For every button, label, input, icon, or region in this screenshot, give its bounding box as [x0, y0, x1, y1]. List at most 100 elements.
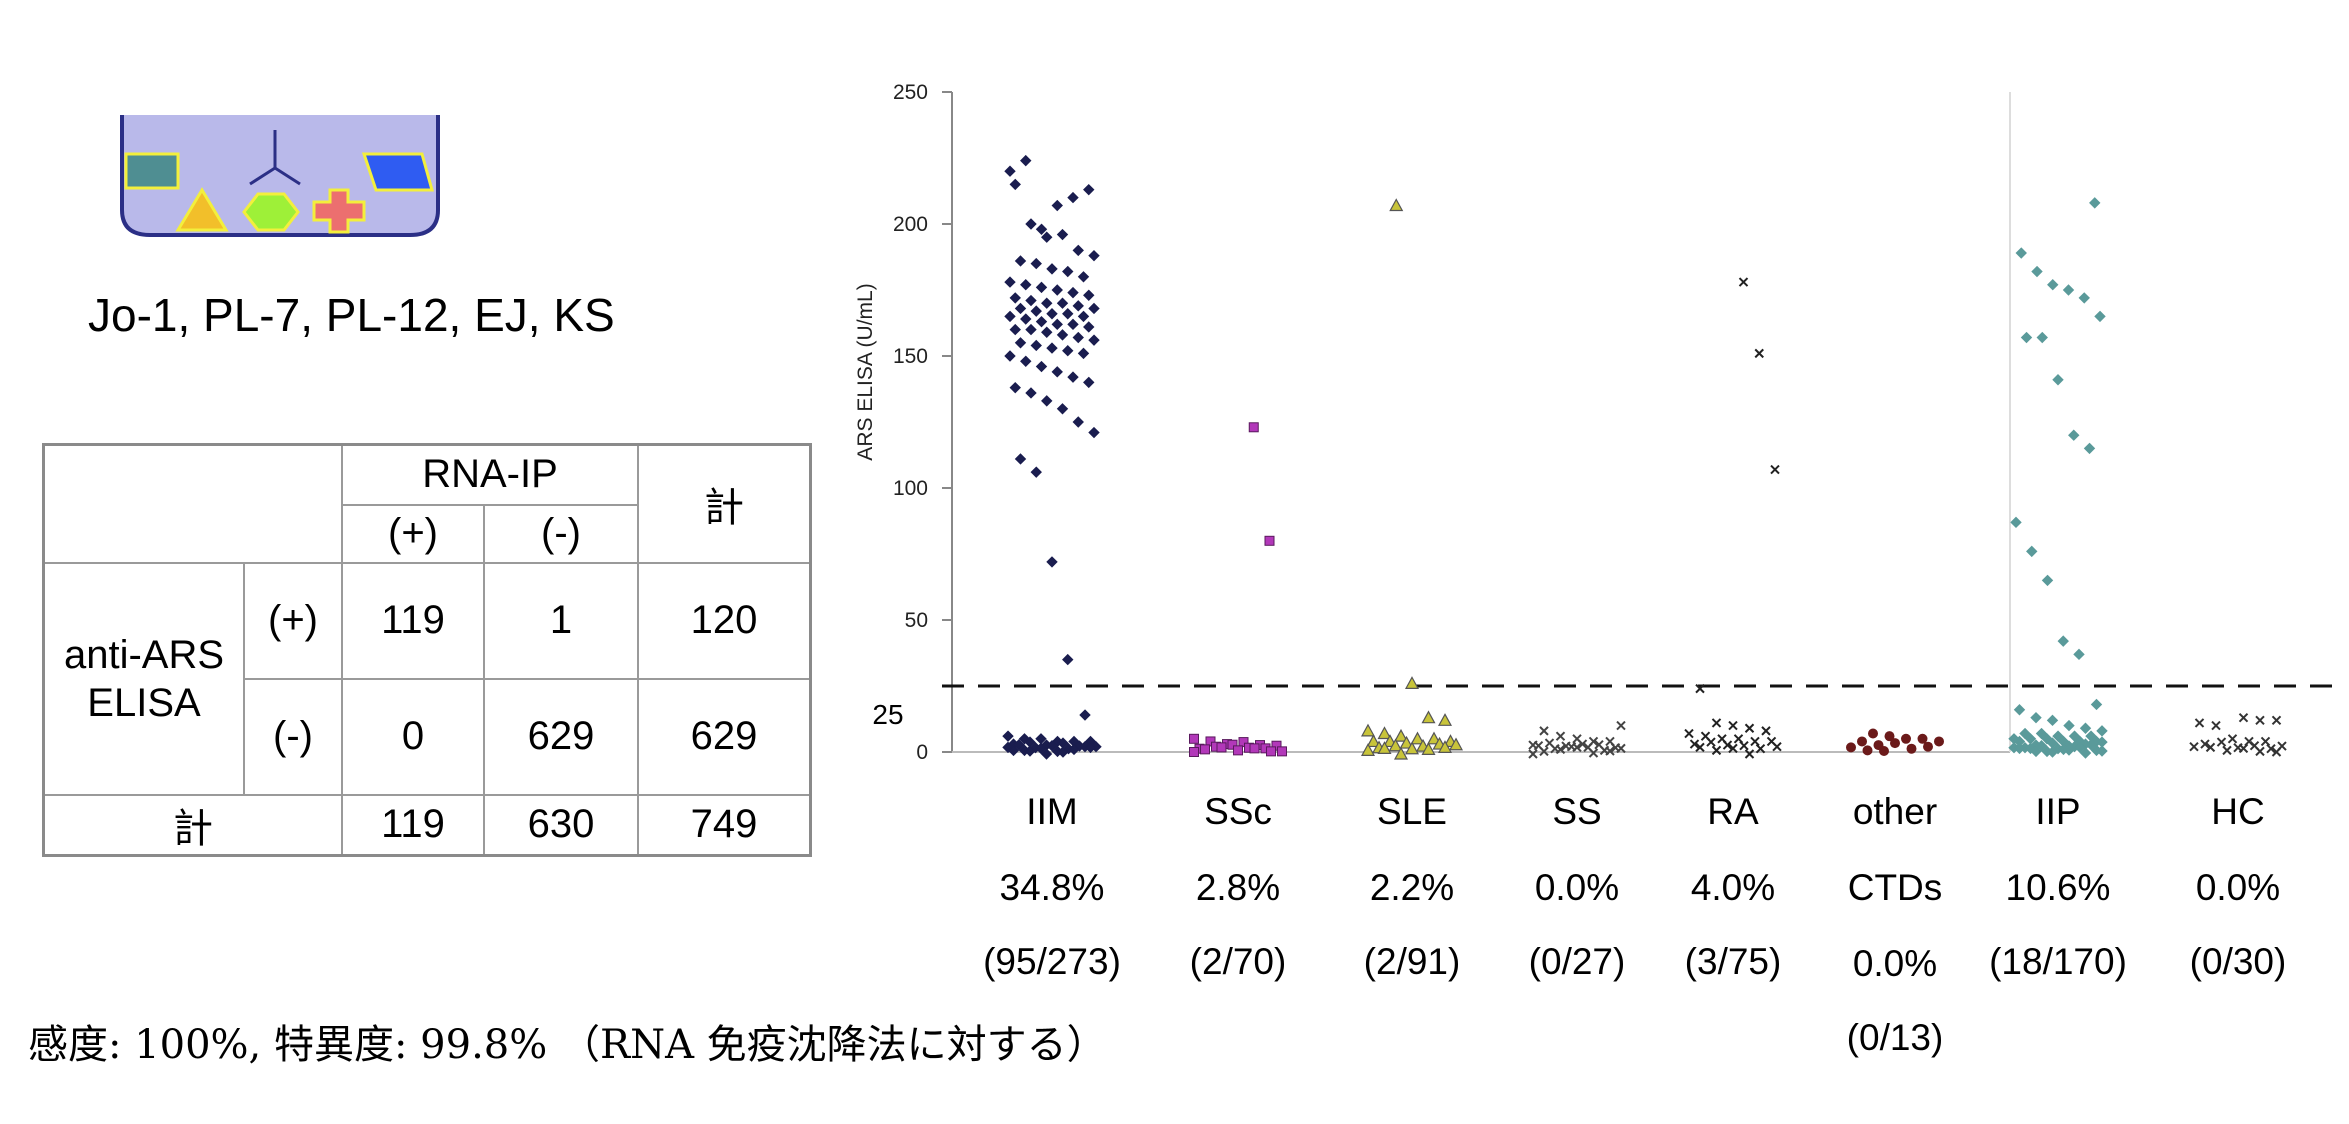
- data-point: [2079, 722, 2092, 734]
- chart-axes: 0 50 100 150 200 250 ARS ELISA (U/mL): [854, 81, 2011, 764]
- category-label: IIP: [2035, 791, 2080, 832]
- data-point: [1266, 746, 1276, 757]
- data-point: [1884, 731, 1895, 742]
- data-point: [1088, 302, 1100, 315]
- category-label: IIM: [1026, 791, 1077, 832]
- data-point: [1030, 466, 1042, 478]
- data-point: [2062, 284, 2075, 296]
- data-point: [1271, 740, 1282, 751]
- data-point: [1083, 289, 1095, 301]
- data-point: [1755, 744, 1766, 754]
- data-point: [1233, 745, 1243, 756]
- data-point: [2030, 711, 2042, 724]
- data-point: [1084, 741, 1097, 754]
- data-point: [1238, 737, 1249, 748]
- data-point: [1067, 191, 1079, 204]
- data-point: [1062, 265, 1074, 278]
- data-point: [1890, 738, 1900, 749]
- table-cell: 120: [637, 561, 812, 680]
- data-point: [1035, 360, 1048, 373]
- data-point: [1062, 308, 1074, 320]
- data-point: [1020, 279, 1032, 291]
- data-point: [1393, 728, 1409, 742]
- data-point: [1205, 736, 1216, 747]
- data-point: [1421, 710, 1436, 724]
- data-point: [1083, 321, 1095, 333]
- data-point: [1772, 742, 1782, 752]
- data-point: [1051, 284, 1063, 296]
- data-point: [1046, 342, 1058, 354]
- data-point: [1733, 734, 1744, 744]
- data-point: [1035, 742, 1047, 755]
- data-point: [2035, 727, 2048, 740]
- positivity-label: 0.0%: [1535, 867, 1619, 908]
- data-point: [1901, 733, 1911, 744]
- data-point: [1366, 734, 1381, 748]
- table-cell: 630: [483, 793, 639, 856]
- y-tick-label: 150: [893, 345, 928, 368]
- data-point: [1020, 313, 1032, 325]
- data-point: [1062, 345, 1074, 357]
- data-point: [2227, 734, 2238, 744]
- data-point: [1004, 165, 1016, 177]
- data-point: [1025, 294, 1037, 307]
- data-point: [1002, 730, 1014, 742]
- table-row-group-line1: anti-ARS: [63, 632, 225, 677]
- data-point: [1868, 728, 1878, 739]
- positivity-label: 2.8%: [1196, 867, 1280, 908]
- cutoff-line-group: 25: [872, 684, 2345, 730]
- data-point: [2041, 574, 2054, 587]
- data-point: [1035, 315, 1048, 328]
- data-point: [2035, 740, 2048, 752]
- data-point: [1426, 731, 1442, 745]
- category-label: SLE: [1377, 791, 1447, 832]
- data-point: [2200, 739, 2210, 749]
- table-row-group-line2: ELISA: [87, 680, 201, 725]
- data-point: [1014, 453, 1027, 465]
- data-point: [2079, 747, 2092, 759]
- antigen-plate-diagram: [120, 115, 440, 237]
- data-point: [2255, 715, 2265, 726]
- table-row-group: anti-ARS ELISA: [42, 561, 245, 796]
- data-point: [1077, 310, 1090, 323]
- data-point: [1711, 745, 1722, 756]
- data-point: [1009, 178, 1021, 191]
- data-point: [1004, 350, 1016, 362]
- data-point: [1025, 387, 1037, 399]
- data-point: [1917, 733, 1928, 744]
- count-label: (0/30): [2190, 941, 2287, 982]
- data-point: [1588, 748, 1599, 758]
- data-point: [1014, 302, 1027, 315]
- data-point: [2096, 725, 2108, 737]
- data-point: [1041, 395, 1053, 407]
- data-point: [2046, 746, 2059, 758]
- data-point: [1072, 331, 1084, 344]
- count-label: (2/70): [1190, 941, 1287, 982]
- data-point: [1577, 739, 1588, 749]
- data-point: [2030, 745, 2042, 758]
- data-point: [1013, 739, 1025, 751]
- positivity-label: 0.0%: [1853, 943, 1937, 984]
- data-point: [1077, 271, 1090, 283]
- data-point: [1025, 218, 1037, 230]
- data-point: [2238, 743, 2249, 754]
- data-point: [1770, 464, 1780, 475]
- data-point: [1083, 376, 1095, 389]
- data-point: [1739, 741, 1749, 751]
- data-point: [1695, 683, 1705, 694]
- data-point: [1030, 257, 1042, 270]
- data-point: [1088, 249, 1100, 262]
- data-point: [1046, 263, 1058, 275]
- data-point: [1862, 745, 1873, 756]
- data-point: [1616, 720, 1626, 731]
- data-point: [1754, 348, 1764, 359]
- data-point: [1088, 426, 1100, 439]
- data-point: [2211, 720, 2221, 731]
- data-point: [1040, 748, 1053, 760]
- data-point: [1689, 739, 1700, 749]
- data-point: [1024, 745, 1036, 757]
- data-point: [1025, 323, 1037, 336]
- data-point: [1004, 276, 1016, 288]
- data-point: [1009, 323, 1021, 336]
- data-point: [1448, 737, 1464, 751]
